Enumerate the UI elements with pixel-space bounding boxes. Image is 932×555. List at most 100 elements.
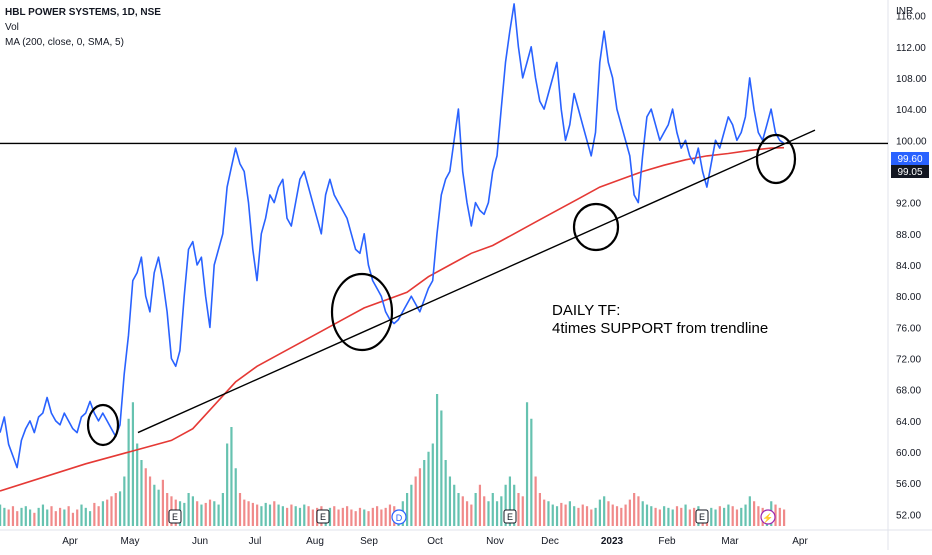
volume-bar xyxy=(298,507,302,526)
y-tick-label: 84.00 xyxy=(896,261,921,272)
volume-bar xyxy=(20,507,23,526)
volume-bar xyxy=(37,507,40,526)
x-tick-label: Jul xyxy=(249,536,262,547)
volume-bar xyxy=(243,499,246,526)
volume-bar xyxy=(538,493,542,526)
volume-bar xyxy=(24,506,27,526)
volume-bar xyxy=(256,504,259,526)
y-tick-label: 112.00 xyxy=(896,43,926,54)
volume-bar xyxy=(423,460,426,526)
volume-bar xyxy=(204,502,207,526)
volume-bar xyxy=(7,509,10,526)
volume-bar xyxy=(118,491,122,526)
price-line xyxy=(0,3,785,469)
price-labels: 99.60 99.05 xyxy=(891,152,929,178)
volume-bar xyxy=(101,501,105,526)
earnings-marker-label: E xyxy=(172,512,178,522)
volume-bar xyxy=(286,507,289,526)
volume-bar xyxy=(414,476,417,526)
volume-bars xyxy=(0,394,786,526)
volume-bar xyxy=(714,509,717,526)
volume-bar xyxy=(663,506,666,526)
volume-bar xyxy=(530,418,533,526)
volume-bar xyxy=(731,506,734,526)
volume-bar xyxy=(358,507,362,526)
volume-bar xyxy=(718,506,721,526)
volume-bar xyxy=(585,506,589,526)
volume-bar xyxy=(620,507,623,526)
volume-bar xyxy=(33,512,36,526)
volume-bar xyxy=(543,499,546,526)
y-tick-label: 92.00 xyxy=(896,199,921,210)
volume-bar xyxy=(607,501,610,526)
volume-bar xyxy=(495,501,499,526)
volume-bar xyxy=(260,506,263,526)
volume-bar xyxy=(110,496,113,526)
volume-bar xyxy=(350,509,353,526)
volume-bar xyxy=(650,506,653,526)
y-tick-label: 80.00 xyxy=(896,292,921,303)
annotation-circle xyxy=(86,403,120,447)
volume-bar xyxy=(405,493,409,526)
volume-bar xyxy=(114,493,117,526)
y-axis-unit: INR xyxy=(896,6,913,17)
volume-bar xyxy=(191,496,194,526)
volume-bar xyxy=(144,468,147,526)
volume-bar xyxy=(140,460,143,526)
volume-bar xyxy=(710,507,713,526)
volume-bar xyxy=(491,493,494,526)
volume-bar xyxy=(136,443,139,526)
event-markers: E E D E E ⚡ xyxy=(168,509,776,525)
volume-bar xyxy=(654,507,657,526)
volume-bar xyxy=(307,506,310,526)
legend-title: HBL POWER SYSTEMS, 1D, NSE xyxy=(5,7,161,18)
volume-bar xyxy=(431,443,434,526)
volume-bar xyxy=(611,504,614,526)
earnings-marker xyxy=(168,509,182,524)
volume-bar xyxy=(435,394,439,526)
volume-bar xyxy=(671,509,674,526)
x-tick-label: Jun xyxy=(192,536,208,547)
legend-ma: MA (200, close, 0, SMA, 5) xyxy=(5,37,124,48)
y-tick-label: 108.00 xyxy=(896,74,927,85)
volume-bar xyxy=(93,502,96,526)
volume-bar xyxy=(748,496,751,526)
volume-bar xyxy=(281,506,284,526)
earnings-marker-label: E xyxy=(320,512,326,522)
volume-bar xyxy=(11,506,15,526)
volume-bar xyxy=(28,509,32,526)
ma-price-label: 99.05 xyxy=(897,167,922,178)
volume-bar xyxy=(590,509,593,526)
volume-bar xyxy=(624,504,627,526)
volume-bar xyxy=(680,507,683,526)
annotation-line-1: DAILY TF: xyxy=(552,302,620,319)
volume-bar xyxy=(290,504,293,526)
dividend-marker xyxy=(391,509,407,525)
volume-bar xyxy=(551,504,554,526)
volume-bar xyxy=(3,507,6,526)
volume-bar xyxy=(675,506,679,526)
volume-bar xyxy=(470,504,473,526)
volume-bar xyxy=(58,507,62,526)
volume-bar xyxy=(311,509,314,526)
volume-bar xyxy=(568,501,571,526)
legend-vol: Vol xyxy=(5,22,19,33)
chart-legend: HBL POWER SYSTEMS, 1D, NSE Vol MA (200, … xyxy=(5,5,161,50)
volume-bar xyxy=(727,504,730,526)
volume-bar xyxy=(273,501,276,526)
y-tick-label: 64.00 xyxy=(896,417,921,428)
x-tick-label: Dec xyxy=(541,536,559,547)
volume-bar xyxy=(363,509,366,526)
volume-bar xyxy=(534,476,537,526)
x-tick-label: Aug xyxy=(306,536,324,547)
volume-bar xyxy=(444,460,447,526)
volume-bar xyxy=(757,506,760,526)
volume-bar xyxy=(615,506,619,526)
volume-bar xyxy=(598,499,601,526)
volume-bar xyxy=(127,418,130,526)
annotation-circle xyxy=(755,133,797,185)
y-tick-label: 76.00 xyxy=(896,323,921,334)
volume-bar xyxy=(157,489,160,526)
y-axis: INR116.00112.00108.00104.00100.0096.0092… xyxy=(896,6,927,521)
